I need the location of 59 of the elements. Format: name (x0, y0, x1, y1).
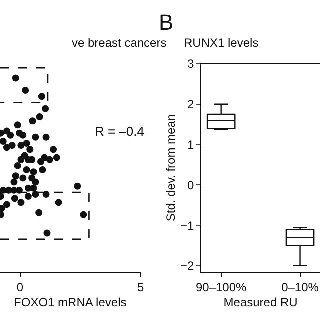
x-tick-label: 0 (16, 280, 24, 294)
point (32, 134, 40, 141)
annotation: R = –0.4 (95, 124, 145, 139)
point (14, 122, 22, 129)
y-axis-title: Std. dev. from mean (164, 114, 178, 222)
point (18, 199, 25, 206)
y-tick-label: 2 (188, 98, 195, 112)
point (12, 74, 20, 82)
point (7, 132, 14, 139)
point (37, 158, 44, 166)
y-tick-label: −2 (180, 259, 195, 274)
x-tick-label: 90–100% (196, 280, 248, 294)
point (30, 184, 38, 192)
point (55, 199, 62, 206)
point (50, 146, 58, 154)
point (32, 178, 40, 186)
point (44, 230, 51, 237)
point (42, 105, 50, 112)
point (30, 168, 38, 176)
y-tick-label: 3 (188, 57, 195, 72)
y-tick-label: 1 (188, 138, 195, 152)
point (42, 191, 50, 198)
y-tick-label: 0 (188, 178, 195, 192)
point (18, 142, 25, 150)
point (20, 132, 27, 139)
text: B (159, 10, 174, 35)
point (80, 211, 88, 218)
point (3, 144, 10, 152)
point (23, 140, 30, 148)
point (74, 182, 82, 190)
point (29, 118, 36, 125)
chart-title: ve breast cancers (72, 36, 167, 50)
point (23, 166, 30, 174)
point (32, 191, 40, 198)
point (10, 178, 18, 186)
point (20, 174, 27, 182)
point (53, 154, 60, 162)
point (38, 93, 46, 100)
point (0, 138, 7, 145)
point (26, 146, 34, 154)
point (46, 156, 54, 164)
x-axis-title: FOXO1 mRNA levels (14, 295, 127, 310)
point (36, 114, 44, 121)
x-tick-label: 5 (137, 280, 144, 294)
point (22, 87, 30, 94)
chart-title: RUNX1 levels (184, 36, 259, 50)
point (3, 201, 10, 208)
point (8, 142, 16, 150)
point (12, 172, 20, 180)
point (42, 134, 50, 141)
x-axis-title: Measured RU (224, 295, 298, 310)
point (14, 162, 22, 170)
point (18, 156, 25, 164)
x-tick-label: 0–10% (282, 280, 320, 294)
point (11, 195, 18, 202)
point (36, 209, 43, 216)
point (39, 166, 46, 174)
point (24, 193, 32, 200)
y-tick-label: −1 (180, 218, 195, 233)
